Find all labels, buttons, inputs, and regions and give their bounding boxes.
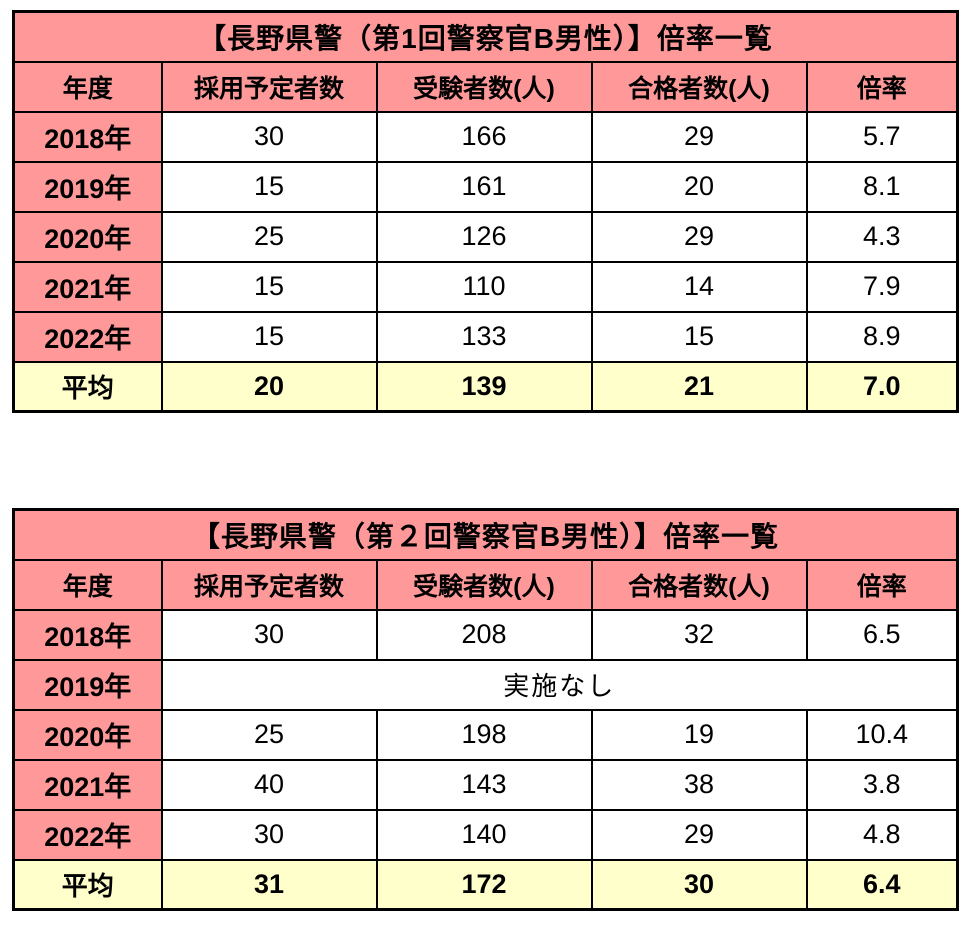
column-header-applicants: 受験者数(人)	[375, 60, 593, 113]
year-cell: 2018年	[12, 608, 163, 661]
average-row: 平均 20 139 21 7.0	[12, 360, 959, 413]
passers-cell: 32	[590, 608, 808, 661]
ratio-table-1-container: 【長野県警（第1回警察官B男性）】倍率一覧 年度 採用予定者数 受験者数(人) …	[12, 10, 968, 413]
table-title: 【長野県警（第２回警察官B男性）】倍率一覧	[12, 508, 959, 561]
average-planned-cell: 20	[160, 360, 378, 413]
ratio-cell: 8.1	[805, 160, 959, 213]
ratio-table-2-container: 【長野県警（第２回警察官B男性）】倍率一覧 年度 採用予定者数 受験者数(人) …	[12, 508, 968, 911]
average-label: 平均	[12, 360, 163, 413]
table-header-row: 年度 採用予定者数 受験者数(人) 合格者数(人) 倍率	[12, 558, 959, 611]
year-cell: 2019年	[12, 160, 163, 213]
column-header-ratio: 倍率	[805, 60, 959, 113]
column-header-passers: 合格者数(人)	[590, 558, 808, 611]
year-cell: 2021年	[12, 260, 163, 313]
average-passers-cell: 21	[590, 360, 808, 413]
planned-cell: 30	[160, 608, 378, 661]
passers-cell: 29	[590, 210, 808, 263]
table-row-2022: 2022年 15 133 15 8.9	[12, 310, 959, 363]
planned-cell: 40	[160, 758, 378, 811]
column-header-applicants: 受験者数(人)	[375, 558, 593, 611]
planned-cell: 25	[160, 708, 378, 761]
passers-cell: 19	[590, 708, 808, 761]
average-applicants-cell: 172	[375, 858, 593, 911]
table-row-2018: 2018年 30 208 32 6.5	[12, 608, 959, 661]
applicants-cell: 126	[375, 210, 593, 263]
applicants-cell: 143	[375, 758, 593, 811]
applicants-cell: 110	[375, 260, 593, 313]
ratio-cell: 10.4	[805, 708, 959, 761]
applicants-cell: 140	[375, 808, 593, 861]
planned-cell: 30	[160, 110, 378, 163]
passers-cell: 29	[590, 808, 808, 861]
average-passers-cell: 30	[590, 858, 808, 911]
planned-cell: 15	[160, 160, 378, 213]
year-cell: 2021年	[12, 758, 163, 811]
average-planned-cell: 31	[160, 858, 378, 911]
year-cell: 2018年	[12, 110, 163, 163]
average-ratio-cell: 6.4	[805, 858, 959, 911]
table-row-2021: 2021年 15 110 14 7.9	[12, 260, 959, 313]
average-ratio-cell: 7.0	[805, 360, 959, 413]
passers-cell: 20	[590, 160, 808, 213]
table-row-2019: 2019年 15 161 20 8.1	[12, 160, 959, 213]
table-title: 【長野県警（第1回警察官B男性）】倍率一覧	[12, 10, 959, 63]
table-title-row: 【長野県警（第２回警察官B男性）】倍率一覧	[12, 508, 959, 561]
ratio-cell: 8.9	[805, 310, 959, 363]
average-label: 平均	[12, 858, 163, 911]
table-row-2018: 2018年 30 166 29 5.7	[12, 110, 959, 163]
column-header-planned: 採用予定者数	[160, 60, 378, 113]
average-row: 平均 31 172 30 6.4	[12, 858, 959, 911]
ratio-cell: 4.3	[805, 210, 959, 263]
ratio-cell: 5.7	[805, 110, 959, 163]
applicants-cell: 198	[375, 708, 593, 761]
year-cell: 2022年	[12, 310, 163, 363]
ratio-cell: 6.5	[805, 608, 959, 661]
passers-cell: 38	[590, 758, 808, 811]
not-held-cell: 実施なし	[160, 658, 959, 711]
column-header-ratio: 倍率	[805, 558, 959, 611]
applicants-cell: 133	[375, 310, 593, 363]
applicants-cell: 166	[375, 110, 593, 163]
passers-cell: 15	[590, 310, 808, 363]
passers-cell: 29	[590, 110, 808, 163]
table-row-2020: 2020年 25 198 19 10.4	[12, 708, 959, 761]
planned-cell: 25	[160, 210, 378, 263]
table-row-2021: 2021年 40 143 38 3.8	[12, 758, 959, 811]
column-header-year: 年度	[12, 60, 163, 113]
year-cell: 2020年	[12, 708, 163, 761]
year-cell: 2020年	[12, 210, 163, 263]
year-cell: 2022年	[12, 808, 163, 861]
average-applicants-cell: 139	[375, 360, 593, 413]
ratio-cell: 4.8	[805, 808, 959, 861]
planned-cell: 30	[160, 808, 378, 861]
ratio-table-2: 【長野県警（第２回警察官B男性）】倍率一覧 年度 採用予定者数 受験者数(人) …	[12, 508, 959, 911]
table-row-2020: 2020年 25 126 29 4.3	[12, 210, 959, 263]
table-row-2019-not-held: 2019年 実施なし	[12, 658, 959, 711]
ratio-cell: 3.8	[805, 758, 959, 811]
applicants-cell: 161	[375, 160, 593, 213]
ratio-cell: 7.9	[805, 260, 959, 313]
table-row-2022: 2022年 30 140 29 4.8	[12, 808, 959, 861]
planned-cell: 15	[160, 260, 378, 313]
table-title-row: 【長野県警（第1回警察官B男性）】倍率一覧	[12, 10, 959, 63]
column-header-passers: 合格者数(人)	[590, 60, 808, 113]
ratio-table-1: 【長野県警（第1回警察官B男性）】倍率一覧 年度 採用予定者数 受験者数(人) …	[12, 10, 960, 413]
table-header-row: 年度 採用予定者数 受験者数(人) 合格者数(人) 倍率	[12, 60, 959, 113]
year-cell: 2019年	[12, 658, 163, 711]
planned-cell: 15	[160, 310, 378, 363]
passers-cell: 14	[590, 260, 808, 313]
column-header-year: 年度	[12, 558, 163, 611]
applicants-cell: 208	[375, 608, 593, 661]
column-header-planned: 採用予定者数	[160, 558, 378, 611]
